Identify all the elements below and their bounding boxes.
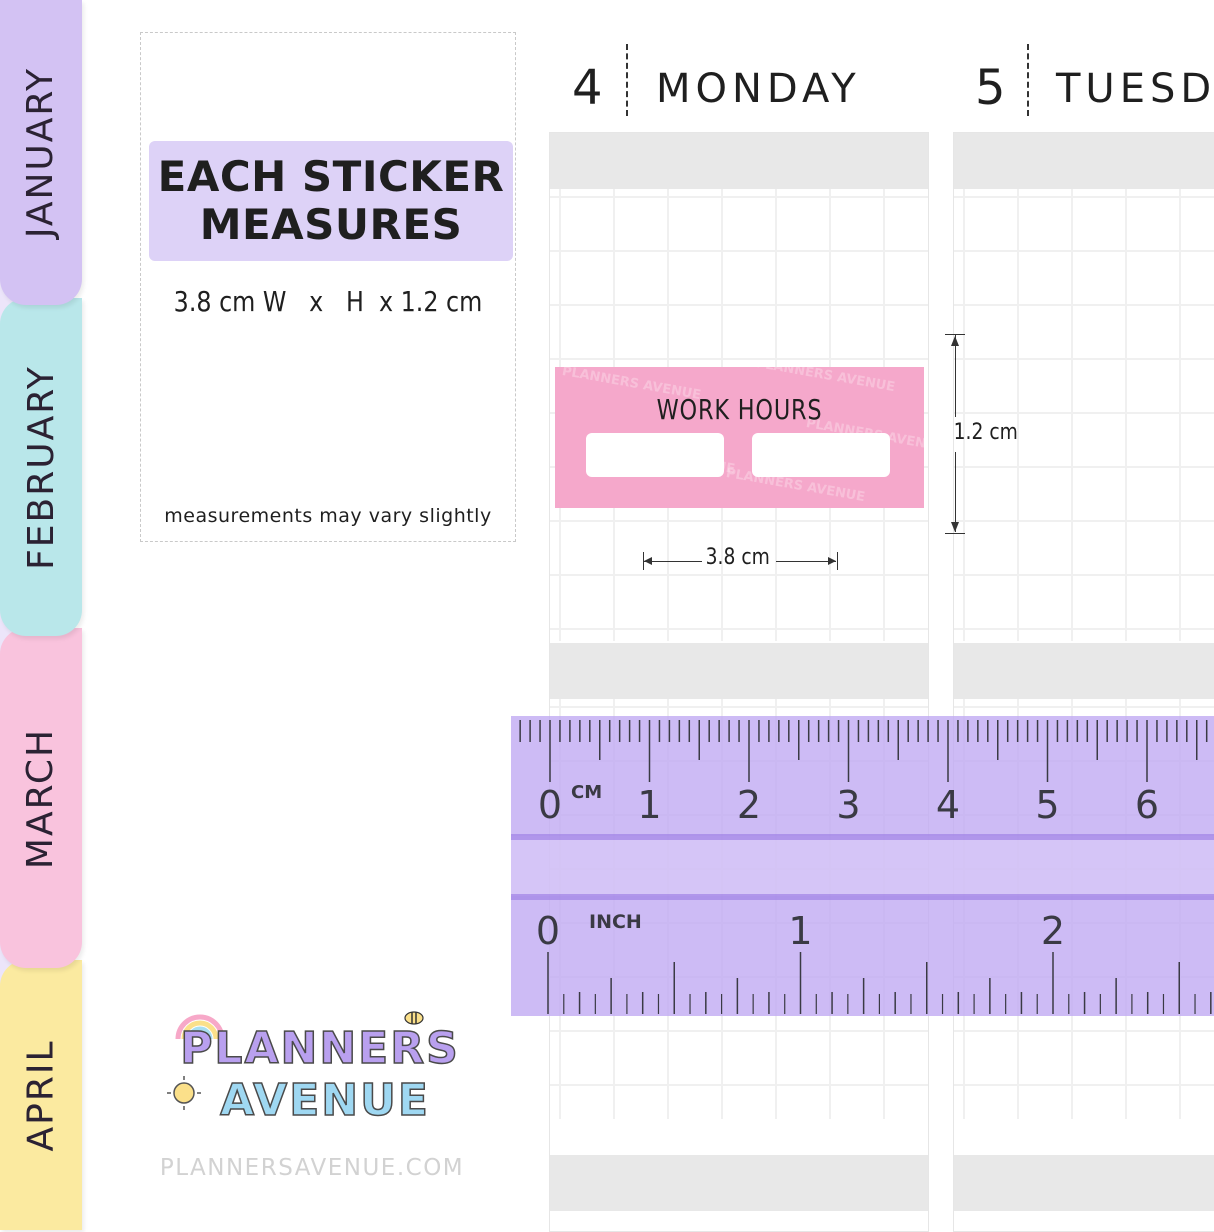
planner-column-monday [549, 132, 929, 1232]
tab-april-label: APRIL [20, 1038, 62, 1152]
tab-february-label: FEBRUARY [20, 364, 62, 570]
logo-text-planners: PLANNERS [179, 1022, 460, 1075]
month-tabs: APRIL MARCH FEBRUARY JANUARY [0, 0, 90, 1230]
ruler-middle-band [511, 836, 1214, 896]
ruler-inch-label: 2 [1041, 909, 1065, 953]
tab-february[interactable]: FEBRUARY [0, 298, 82, 636]
website-url: PLANNERSAVENUE.COM [159, 1155, 465, 1181]
logo-line-avenue: AVENUE [200, 1074, 450, 1127]
card-dimensions: 3.8 cm W x H x 1.2 cm [173, 285, 483, 318]
sticker-write-box-start [586, 433, 724, 477]
day-number-monday: 4 [572, 60, 603, 116]
column-band [954, 1155, 1214, 1211]
ruler-inch-unit: INCH [589, 911, 642, 933]
ruler-cm-label: 6 [1135, 783, 1159, 827]
width-line-left [644, 561, 702, 562]
column-band [954, 133, 1214, 189]
tab-april[interactable]: APRIL [0, 960, 82, 1230]
card-heading-line2: MEASURES [199, 200, 463, 249]
height-tick-top [945, 334, 965, 335]
width-tick-right [837, 552, 838, 570]
width-tick-left [643, 552, 644, 570]
tab-march-label: MARCH [20, 727, 62, 869]
ruler-edge [511, 834, 1214, 840]
tab-january-label: JANUARY [20, 66, 62, 239]
ruler-scale: 0 1 2 3 4 5 6 CM 0 1 2 INCH [519, 720, 1212, 1014]
ruler-cm-label: 5 [1035, 783, 1059, 827]
ruler: 0 1 2 3 4 5 6 CM 0 1 2 INCH [511, 716, 1214, 1016]
tab-march[interactable]: MARCH [0, 628, 82, 968]
height-label: 1.2 cm [953, 420, 1018, 445]
width-label: 3.8 cm [705, 545, 770, 570]
rainbow-icon [175, 1014, 225, 1040]
ruler-cm-unit: CM [571, 782, 602, 803]
work-hours-sticker: PLANNERS AVENUE PLANNERS AVENUE PLANNERS… [555, 367, 924, 508]
height-tick-bottom [945, 533, 965, 534]
ruler-cm-label: 4 [936, 783, 960, 827]
sticker-write-box-end [752, 433, 890, 477]
planner-column-tuesday [953, 132, 1214, 1232]
ruler-inch-label: 1 [788, 909, 812, 953]
height-line-bottom [955, 452, 956, 532]
column-band [550, 1155, 928, 1211]
planners-avenue-logo: PLANNERS AVENUE [160, 1005, 480, 1135]
tab-january[interactable]: JANUARY [0, 0, 82, 305]
ruler-cm-label: 3 [836, 783, 860, 827]
sticker-watermark: PLANNERS AVENUE [754, 367, 897, 396]
day-name-monday: MONDAY [656, 66, 861, 112]
ruler-cm-label: 0 [538, 783, 562, 827]
day-divider-tuesday [1027, 44, 1029, 116]
bee-icon [404, 1011, 424, 1025]
card-heading: EACH STICKER MEASURES [149, 141, 513, 261]
day-divider-monday [626, 44, 628, 116]
width-line-right [776, 561, 836, 562]
card-note: measurements may vary slightly [164, 505, 492, 527]
ruler-edge [511, 894, 1214, 900]
height-arrowheads [951, 336, 959, 532]
card-heading-line1: EACH STICKER [157, 152, 505, 201]
day-name-tuesday: TUESD [1056, 66, 1214, 112]
column-band [954, 643, 1214, 699]
logo-line-planners: PLANNERS [160, 1022, 480, 1075]
day-number-tuesday: 5 [975, 60, 1006, 116]
width-arrowheads [644, 557, 836, 565]
ruler-cm-label: 2 [737, 783, 761, 827]
column-band [550, 133, 928, 189]
logo-text-avenue: AVENUE [219, 1074, 430, 1127]
ruler-inch-label: 0 [536, 909, 560, 953]
height-line-top [955, 335, 956, 417]
sun-icon [167, 1076, 201, 1110]
column-band [550, 643, 928, 699]
column-grid [954, 189, 1214, 641]
sticker-title: WORK HOURS [656, 393, 823, 426]
info-card: EACH STICKER MEASURES 3.8 cm W x H x 1.2… [140, 32, 516, 542]
ruler-cm-label: 1 [637, 783, 661, 827]
